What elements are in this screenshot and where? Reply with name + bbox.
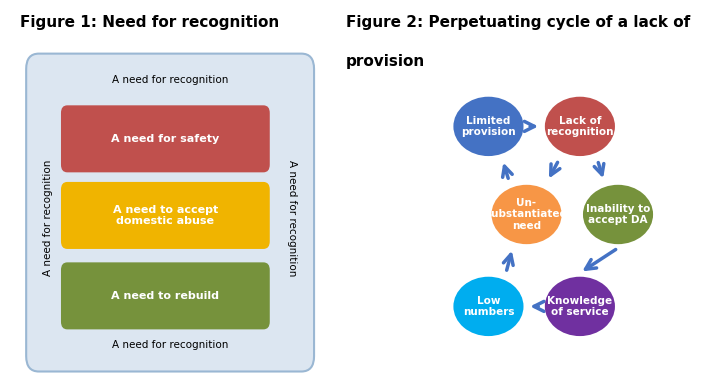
Ellipse shape (545, 277, 615, 336)
Text: Inability to
accept DA: Inability to accept DA (586, 204, 650, 225)
Text: Limited
provision: Limited provision (461, 116, 516, 137)
Ellipse shape (545, 97, 615, 156)
Text: A need to rebuild: A need to rebuild (111, 291, 219, 301)
Text: Un-
substantiated
need: Un- substantiated need (485, 198, 567, 231)
Text: A need for recognition: A need for recognition (112, 340, 229, 350)
FancyBboxPatch shape (61, 105, 270, 172)
Text: Knowledge
of service: Knowledge of service (547, 296, 613, 317)
Ellipse shape (454, 277, 523, 336)
Text: Figure 2: Perpetuating cycle of a lack of      recognition: Figure 2: Perpetuating cycle of a lack o… (346, 15, 719, 30)
Ellipse shape (492, 185, 562, 244)
Text: Figure 1: Need for recognition: Figure 1: Need for recognition (20, 15, 279, 30)
FancyBboxPatch shape (61, 182, 270, 249)
Text: A need for recognition: A need for recognition (43, 160, 53, 277)
Text: provision: provision (346, 54, 425, 69)
FancyBboxPatch shape (61, 262, 270, 329)
Text: A need for recognition: A need for recognition (287, 160, 297, 277)
Text: A need for safety: A need for safety (111, 134, 219, 144)
Ellipse shape (454, 97, 523, 156)
Text: A need to accept
domestic abuse: A need to accept domestic abuse (113, 205, 218, 226)
Text: Low
numbers: Low numbers (463, 296, 514, 317)
Ellipse shape (583, 185, 653, 244)
FancyBboxPatch shape (26, 54, 314, 372)
Text: A need for recognition: A need for recognition (112, 75, 229, 85)
Text: Lack of
recognition: Lack of recognition (546, 116, 613, 137)
